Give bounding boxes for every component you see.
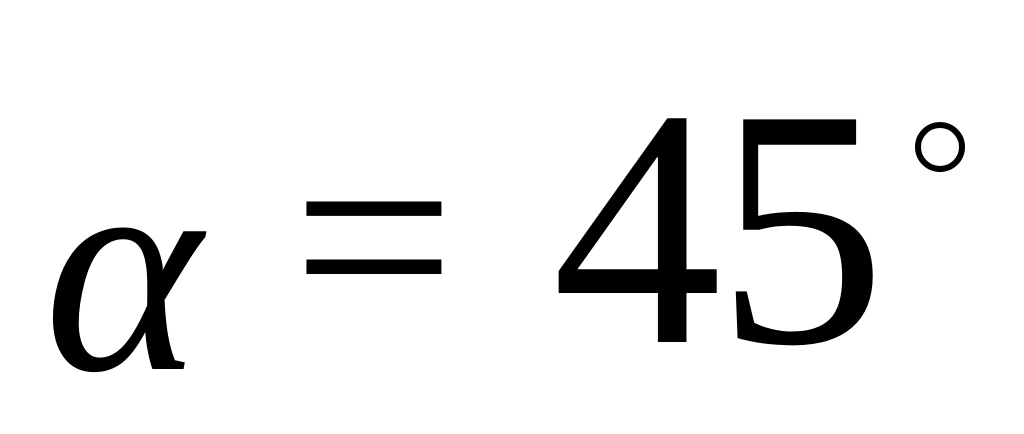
formula: α = 45 [44, 39, 965, 418]
variable-alpha: α [44, 102, 202, 434]
equals-sign: = [292, 76, 456, 397]
degree-icon [915, 122, 965, 172]
value-number: 45 [552, 39, 886, 416]
